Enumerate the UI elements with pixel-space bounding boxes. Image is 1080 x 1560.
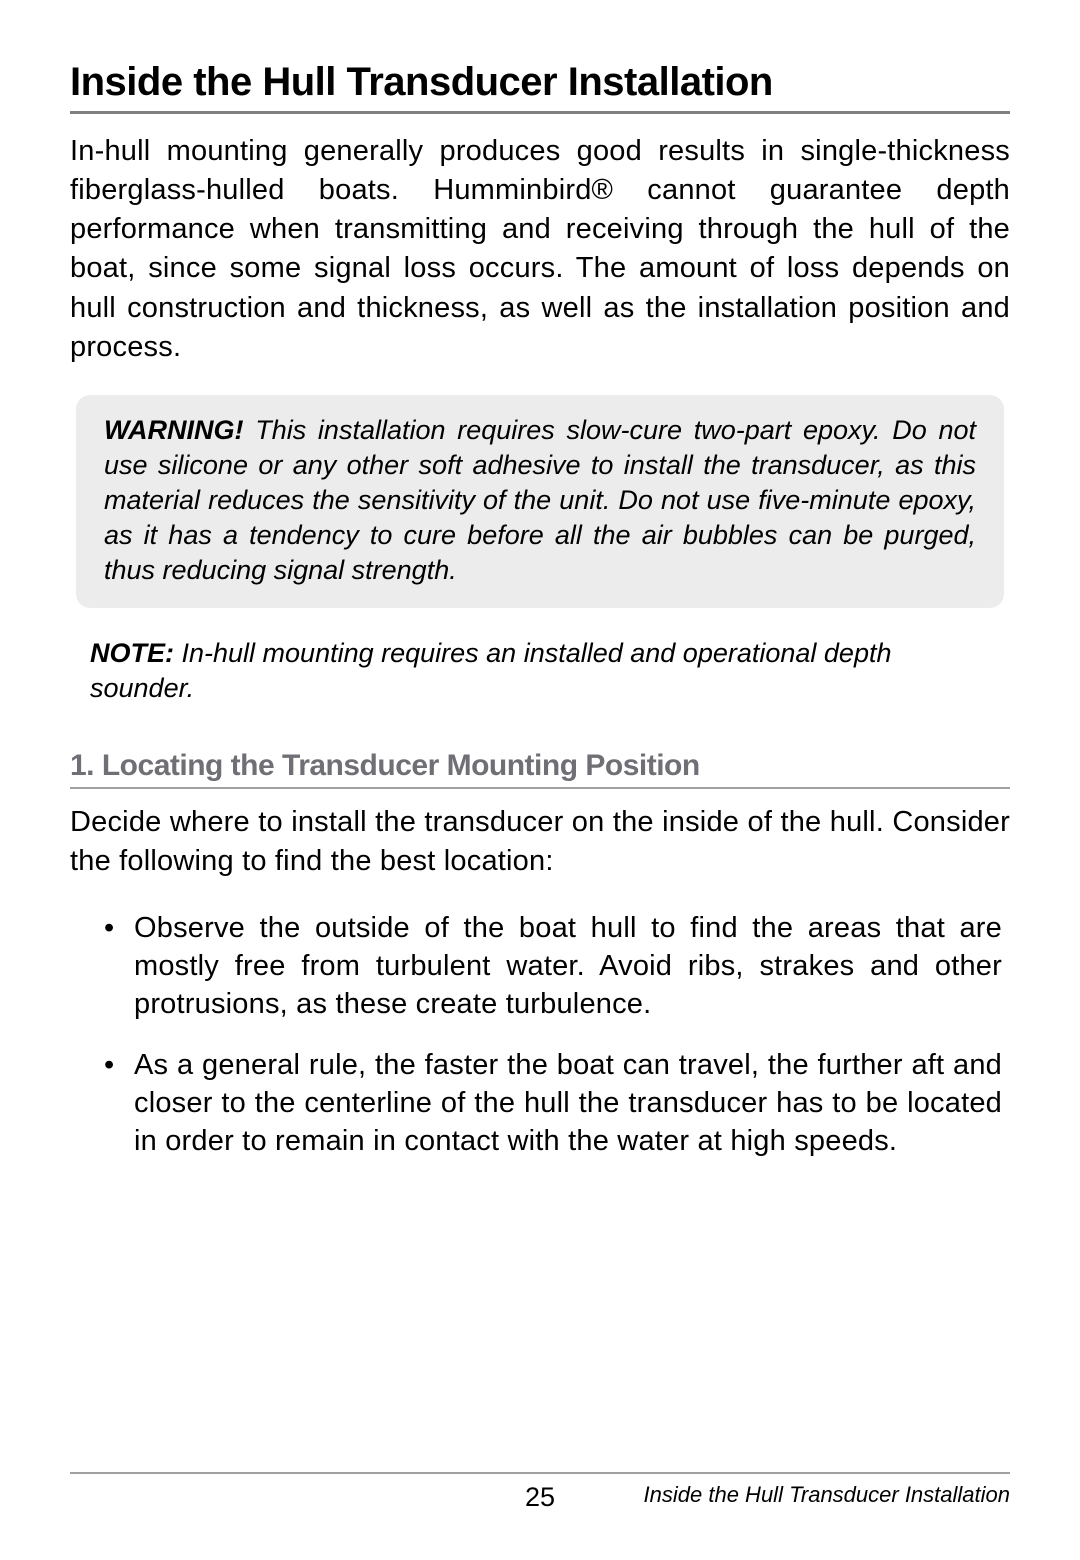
page-title: Inside the Hull Transducer Installation (70, 60, 1010, 114)
note-label: NOTE: (90, 638, 174, 668)
footer-page-number: 25 (525, 1482, 555, 1513)
note-paragraph: NOTE: In-hull mounting requires an insta… (90, 636, 1000, 706)
list-item: Observe the outside of the boat hull to … (104, 909, 1002, 1024)
section-1-intro: Decide where to install the transducer o… (70, 803, 1010, 881)
note-body: In-hull mounting requires an installed a… (90, 638, 891, 703)
footer-section-title: Inside the Hull Transducer Installation (644, 1482, 1010, 1508)
list-item: As a general rule, the faster the boat c… (104, 1046, 1002, 1161)
warning-text: WARNING! This installation requires slow… (104, 413, 976, 588)
section-heading-1: 1. Locating the Transducer Mounting Posi… (70, 749, 1010, 789)
page-footer: 25 Inside the Hull Transducer Installati… (70, 1472, 1010, 1508)
bullet-list: Observe the outside of the boat hull to … (104, 909, 1002, 1161)
warning-box: WARNING! This installation requires slow… (76, 395, 1004, 608)
intro-paragraph: In-hull mounting generally produces good… (70, 132, 1010, 367)
warning-label: WARNING! (104, 415, 243, 445)
